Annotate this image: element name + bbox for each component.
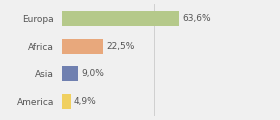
Text: 22,5%: 22,5%: [106, 42, 134, 51]
Bar: [62, 11, 179, 26]
Bar: [62, 94, 71, 109]
Bar: [62, 66, 78, 81]
Text: 63,6%: 63,6%: [182, 14, 211, 23]
Text: 4,9%: 4,9%: [73, 97, 96, 106]
Text: 9,0%: 9,0%: [81, 69, 104, 78]
Bar: [62, 39, 103, 54]
